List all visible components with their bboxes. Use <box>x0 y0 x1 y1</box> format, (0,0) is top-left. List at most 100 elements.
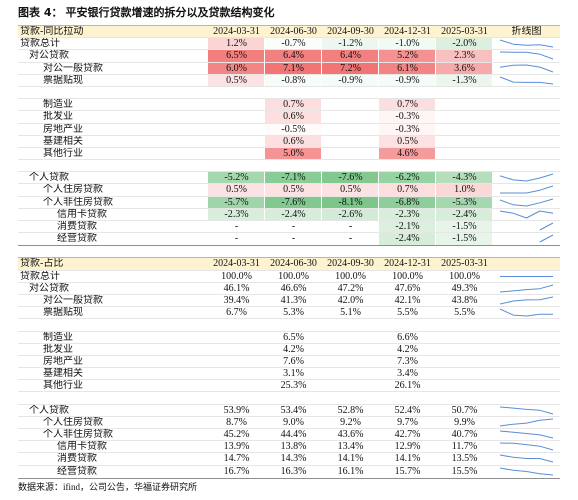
value-cell: -2.3% <box>379 208 436 220</box>
value-cell: 7.2% <box>322 62 379 74</box>
sparkline-cell <box>493 332 560 343</box>
table-row: 批发业 0.6% -0.3% <box>18 111 560 124</box>
value-cell: -1.5% <box>436 221 493 233</box>
value-cell: 44.4% <box>280 429 307 440</box>
sparkline-line <box>499 210 554 219</box>
value-cell: 14.7% <box>223 453 250 465</box>
spacer-row <box>18 319 560 332</box>
value-cell: -0.8% <box>265 74 322 86</box>
sparkline-cell <box>493 209 560 220</box>
value-cell: 53.4% <box>280 404 307 416</box>
value-cell: 43.6% <box>337 429 364 440</box>
sparkline-line <box>499 39 554 48</box>
table-row: 对公贷款 46.1% 46.6% 47.2% 47.6% 49.3% <box>18 283 560 295</box>
value-cell: 42.1% <box>394 294 421 306</box>
row-label: 个人非住房贷款 <box>43 429 113 440</box>
value-cell <box>322 332 379 343</box>
table-row: 票据贴现 6.7% 5.3% 5.1% 5.5% 5.5% <box>18 307 560 320</box>
value-cell: 9.2% <box>340 416 361 428</box>
sparkline-cell <box>493 233 560 245</box>
row-label: 制造业 <box>43 331 73 343</box>
value-cell <box>208 111 265 122</box>
sparkline-cell <box>493 197 560 208</box>
sparkline-line <box>499 442 554 451</box>
section-header-row: 贷款-同比拉动 2024-03-31 2024-06-30 2024-09-30 202… <box>18 26 560 39</box>
row-label: 个人贷款 <box>29 172 69 184</box>
value-cell: - <box>291 233 296 245</box>
value-cell: -2.4% <box>265 208 322 220</box>
sparkline <box>499 467 554 476</box>
row-label: 批发业 <box>43 111 73 123</box>
value-cell: -2.4% <box>436 208 493 220</box>
value-cell: 16.3% <box>280 465 307 477</box>
value-cell: 5.2% <box>379 50 436 62</box>
value-cell: 100.0% <box>449 270 480 282</box>
value-cell: 13.8% <box>280 441 307 453</box>
sparkline-cell <box>493 466 560 478</box>
value-cell: 16.7% <box>223 465 250 477</box>
sparkline-line <box>539 222 554 231</box>
row-label: 基建相关 <box>43 368 83 380</box>
sparkline-line <box>499 51 554 60</box>
table-row: 个人住房贷款 0.5% 0.5% 0.5% 0.7% 1.0% <box>18 184 560 197</box>
row-label: 制造业 <box>43 99 73 111</box>
value-cell: 40.7% <box>451 429 478 440</box>
sparkline <box>499 51 554 60</box>
value-cell <box>436 368 493 379</box>
row-label: 对公贷款 <box>29 50 69 62</box>
column-header-date: 2024-12-31 <box>384 258 431 270</box>
sparkline <box>499 454 554 463</box>
section-header-row: 贷款-占比 2024-03-31 2024-06-30 2024-09-30 2024-… <box>18 258 560 271</box>
sparkline <box>500 275 553 277</box>
value-cell: 6.1% <box>379 62 436 74</box>
value-cell: 3.6% <box>436 62 493 74</box>
value-cell: -1.5% <box>436 233 493 246</box>
table-row: 制造业 0.7% 0.7% <box>18 99 560 112</box>
value-cell: -5.2% <box>208 172 265 184</box>
value-cell: 13.9% <box>223 441 250 453</box>
sparkline-cell <box>493 99 560 110</box>
value-cell: 46.1% <box>223 282 250 294</box>
row-label: 贷款总计 <box>20 270 60 282</box>
value-cell <box>322 111 379 122</box>
value-cell: 8.7% <box>226 416 247 428</box>
sparkline <box>500 185 554 194</box>
sparkline-cell <box>493 405 560 416</box>
value-cell: -2.4% <box>379 233 436 246</box>
table-row: 对公一般贷款 6.0% 7.1% 7.2% 6.1% 3.6% <box>18 62 560 75</box>
value-cell: 0.5% <box>322 184 379 196</box>
value-cell <box>208 368 265 379</box>
value-cell: 100.0% <box>278 270 309 282</box>
sparkline-cell <box>493 75 560 86</box>
table-row: 个人贷款 -5.2% -7.1% -7.6% -6.2% -4.3% <box>18 172 560 185</box>
row-label: 信用卡贷款 <box>57 208 107 220</box>
section-title: 贷款-同比拉动 <box>20 26 84 37</box>
sparkline-cell <box>493 344 560 355</box>
sparkline <box>499 308 553 317</box>
value-cell: 5.1% <box>340 307 361 319</box>
value-cell <box>436 344 493 355</box>
value-cell: 46.6% <box>280 282 307 294</box>
value-cell: 2.3% <box>436 50 493 62</box>
value-cell: -2.1% <box>379 221 436 233</box>
section-title: 贷款-占比 <box>20 258 64 270</box>
sparkline-cell <box>493 453 560 464</box>
value-cell <box>322 344 379 355</box>
value-cell: 3.1% <box>283 368 304 380</box>
sparkline-cell <box>493 368 560 379</box>
column-header-date: 2024-09-30 <box>327 26 374 37</box>
row-label: 消费贷款 <box>57 221 97 232</box>
value-cell: 0.5% <box>208 74 265 86</box>
sparkline-cell <box>493 441 560 452</box>
value-cell <box>208 380 265 391</box>
value-cell: 15.7% <box>394 465 421 477</box>
value-cell: 4.2% <box>283 343 304 355</box>
value-cell: 53.9% <box>223 404 250 416</box>
value-cell: 45.2% <box>223 429 250 440</box>
sparkline-cell <box>493 136 560 147</box>
sparkline-line <box>539 234 554 243</box>
value-cell: 7.1% <box>265 62 322 74</box>
table-row: 贷款总计 100.0% 100.0% 100.0% 100.0% 100.0% <box>18 271 560 283</box>
value-cell: 4.6% <box>379 147 436 160</box>
value-cell: 14.3% <box>280 453 307 465</box>
